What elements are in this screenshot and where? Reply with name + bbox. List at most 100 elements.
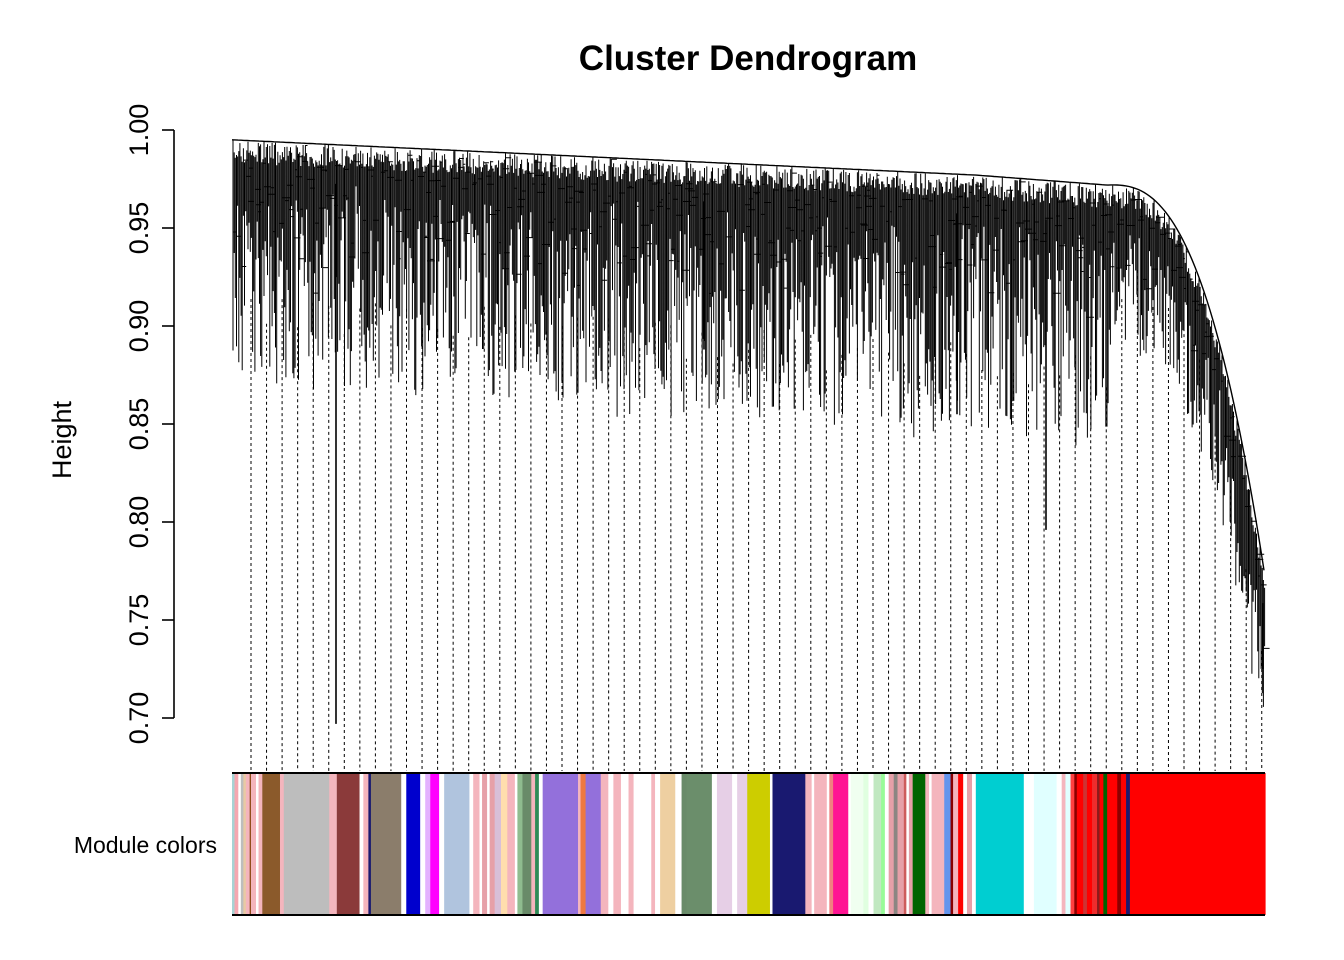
module-color-segment: [1076, 773, 1084, 915]
module-color-segment: [238, 773, 242, 915]
module-color-segment: [1033, 773, 1058, 915]
module-color-segment: [600, 773, 609, 915]
module-color-bar: [232, 772, 1266, 916]
module-color-segment: [258, 773, 263, 915]
module-color-segment: [469, 773, 474, 915]
module-color-segment: [1074, 773, 1078, 915]
module-color-segment: [1083, 773, 1088, 915]
y-tick-label: 1.00: [124, 104, 154, 157]
module-color-segment: [863, 773, 870, 915]
module-color-segment: [535, 773, 540, 915]
module-color-segment: [868, 773, 875, 915]
y-axis: 0.70 0.75 0.80 0.85 0.90 0.95 1.00: [124, 104, 175, 745]
y-tick-label: 0.80: [124, 496, 154, 549]
module-color-segment: [444, 773, 471, 915]
module-color-segment: [908, 773, 914, 915]
module-color-segment: [881, 773, 886, 915]
chart-title: Cluster Dendrogram: [579, 39, 917, 78]
module-color-segment: [850, 773, 865, 915]
module-color-segment: [439, 773, 445, 915]
module-color-segment: [811, 773, 815, 915]
module-color-segment: [249, 773, 252, 915]
module-color-segment: [1056, 773, 1063, 915]
module-color-segment: [1023, 773, 1035, 915]
module-color-segment: [482, 773, 488, 915]
module-color-segment: [897, 773, 905, 915]
module-color-segment: [514, 773, 519, 915]
module-color-segment: [517, 773, 524, 915]
module-color-segment: [953, 773, 959, 915]
module-color-segment: [608, 773, 614, 915]
y-axis-label: Height: [47, 400, 77, 479]
module-color-segment: [234, 773, 239, 915]
module-color-segment: [507, 773, 516, 915]
module-color-segment: [972, 773, 977, 915]
module-color-segment: [829, 773, 834, 915]
module-color-segment: [578, 773, 582, 915]
module-color-segment: [620, 773, 630, 915]
module-color-segment: [884, 773, 890, 915]
module-color-segment: [531, 773, 536, 915]
module-color-segment: [1107, 773, 1118, 915]
module-color-segment: [489, 773, 496, 915]
module-color-segment: [473, 773, 481, 915]
module-color-segment: [931, 773, 945, 915]
module-color-segment: [747, 773, 771, 915]
module-color-segment: [1126, 773, 1131, 915]
module-color-segment: [711, 773, 718, 915]
dendrogram-tree: [231, 139, 1270, 724]
module-color-segment: [1097, 773, 1101, 915]
module-color-segment: [368, 773, 372, 915]
module-color-segment: [401, 773, 407, 915]
module-color-segment: [888, 773, 895, 915]
module-color-segment: [585, 773, 602, 915]
module-color-segment: [1099, 773, 1104, 915]
module-color-segment: [283, 773, 330, 915]
module-color-segment: [633, 773, 652, 915]
module-color-segment: [1061, 773, 1067, 915]
module-color-segment: [538, 773, 544, 915]
module-color-segment: [655, 773, 661, 915]
module-color-segment: [893, 773, 899, 915]
module-color-segment: [1103, 773, 1108, 915]
module-color-segment: [903, 773, 907, 915]
module-color-segment: [250, 773, 257, 915]
module-color-segment: [716, 773, 733, 915]
module-color-segment: [336, 773, 361, 915]
module-color-segment: [963, 773, 968, 915]
module-color-segment: [243, 773, 247, 915]
dendrogram-branches: [232, 139, 1270, 707]
y-tick-label: 0.85: [124, 398, 154, 451]
module-color-segment: [944, 773, 952, 915]
module-color-segment: [359, 773, 364, 915]
module-color-segment: [873, 773, 882, 915]
module-color-segment: [675, 773, 683, 915]
module-color-segment: [430, 773, 440, 915]
y-tick-label: 0.95: [124, 202, 154, 255]
dendrogram-top-merge: [231, 139, 1265, 571]
module-color-segment: [737, 773, 748, 915]
module-color-segment: [580, 773, 587, 915]
module-color-segment: [500, 773, 508, 915]
module-color-segment: [329, 773, 338, 915]
y-tick-label: 0.70: [124, 692, 154, 745]
module-color-segment: [1129, 773, 1266, 915]
module-color-segment: [232, 773, 236, 915]
module-color-segment: [406, 773, 421, 915]
module-color-segment: [628, 773, 635, 915]
module-color-segment: [660, 773, 676, 915]
module-color-segment: [479, 773, 483, 915]
module-color-segment: [769, 773, 774, 915]
module-color-segment: [958, 773, 964, 915]
module-color-segment: [522, 773, 532, 915]
module-color-segment: [487, 773, 491, 915]
module-color-segment: [975, 773, 1025, 915]
module-color-segment: [732, 773, 738, 915]
module-color-segment: [1086, 773, 1093, 915]
module-color-segment: [1091, 773, 1098, 915]
module-color-segment: [245, 773, 251, 915]
module-color-segment: [1121, 773, 1127, 915]
module-color-segment: [826, 773, 830, 915]
module-color-segment: [686, 773, 713, 915]
